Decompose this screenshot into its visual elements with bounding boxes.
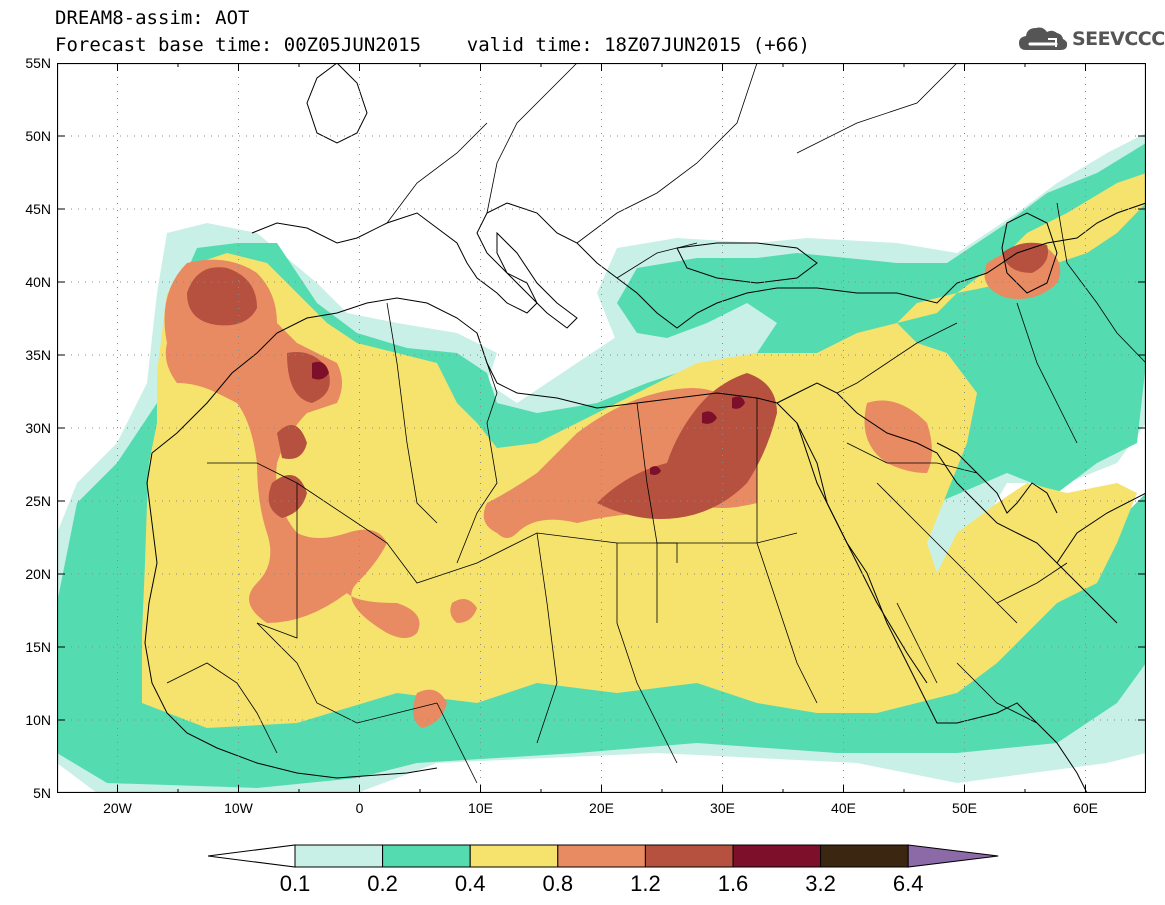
- aot-map: [57, 63, 1146, 793]
- colorbar-label: 3.2: [805, 871, 836, 895]
- longitude-label: 10E: [468, 800, 493, 816]
- border: [386, 302, 438, 524]
- latitude-label: 5N: [33, 785, 51, 801]
- longitude-label: 20W: [103, 800, 133, 816]
- aot-band-1.2: [597, 373, 777, 519]
- longitude-label: 60E: [1073, 800, 1098, 816]
- latitude-label: 55N: [25, 55, 51, 71]
- longitude-label: 50E: [952, 800, 977, 816]
- border: [996, 562, 1068, 604]
- latitude-label: 35N: [25, 347, 51, 363]
- border: [956, 662, 1038, 724]
- arabia-coast: [776, 382, 1118, 624]
- border: [846, 442, 978, 474]
- africa-coast: [144, 452, 438, 779]
- colorbar-box: [469, 844, 559, 868]
- border: [436, 702, 478, 784]
- aot-band-1.2: [268, 475, 307, 518]
- aot-band-0.8: [413, 689, 447, 728]
- aot-band-1.2: [1002, 242, 1048, 273]
- latitude-label: 40N: [25, 274, 51, 290]
- border: [386, 122, 488, 224]
- border: [486, 63, 578, 214]
- red-sea-coast: [796, 422, 928, 684]
- latitude-label: 25N: [25, 493, 51, 509]
- colorbar-box: [820, 844, 909, 868]
- border: [756, 542, 818, 704]
- colorbar-label: 0.4: [455, 871, 486, 895]
- gulf-coast: [936, 442, 1058, 514]
- longitude-label: 10W: [224, 800, 254, 816]
- colorbar-label: 1.2: [630, 871, 661, 895]
- uk-coast: [306, 63, 368, 144]
- country-borders: [166, 63, 1146, 784]
- border: [616, 242, 698, 279]
- colorbar-label: 0.8: [543, 871, 574, 895]
- border: [1056, 202, 1146, 364]
- caspian-coast: [1001, 212, 1058, 294]
- border: [796, 63, 958, 154]
- africa-coast: [151, 297, 1088, 793]
- colorbar: 0.1 0.2 0.4 0.8 1.2 1.6 3.2 6.4: [207, 844, 999, 895]
- aot-band-0.8: [164, 259, 420, 638]
- forecast-times: Forecast base time: 00Z05JUN2015 valid t…: [55, 34, 810, 56]
- aot-band-1.6: [312, 361, 329, 380]
- aot-band-1.6: [732, 396, 745, 409]
- colorbar-label: 0.1: [280, 871, 311, 895]
- axis-ticks: [57, 63, 1146, 793]
- latitude-label: 30N: [25, 420, 51, 436]
- colorbar-label: 6.4: [893, 871, 924, 895]
- seevccc-logo: SEEVCCC: [1018, 22, 1165, 56]
- aot-band-1.6: [650, 466, 661, 475]
- longitude-label: 20E: [589, 800, 614, 816]
- latitude-label: 10N: [25, 712, 51, 728]
- border: [616, 543, 678, 764]
- colorbar-box: [382, 844, 471, 868]
- latitude-label: 50N: [25, 128, 51, 144]
- latitude-label: 15N: [25, 639, 51, 655]
- border: [536, 532, 558, 744]
- black-sea-coast: [676, 242, 818, 284]
- colorbar-box: [644, 844, 734, 868]
- border: [256, 622, 438, 724]
- aot-band-1.6: [702, 411, 717, 424]
- border: [576, 63, 758, 244]
- map-title: DREAM8-assim: AOT: [55, 7, 250, 29]
- graticule: [57, 63, 1146, 793]
- colorbar-label: 1.6: [718, 871, 749, 895]
- latitude-label: 45N: [25, 201, 51, 217]
- europe-coast: [251, 202, 1146, 329]
- longitude-label: 40E: [831, 800, 856, 816]
- latitude-label: 20N: [25, 566, 51, 582]
- longitude-labels: 20W 10W 0 10E 20E 30E 40E 50E 60E: [103, 800, 1098, 816]
- arabian-sea-coast: [1056, 492, 1146, 564]
- aot-band-0.8: [450, 599, 477, 623]
- border: [896, 602, 938, 684]
- border: [876, 482, 1018, 624]
- border: [456, 332, 498, 564]
- border: [166, 662, 278, 754]
- colorbar-box: [557, 844, 646, 868]
- coastlines: [144, 63, 1146, 793]
- latitude-labels: 55N 50N 45N 40N 35N 30N 25N 20N 15N 10N 5N: [25, 55, 51, 801]
- colorbar-label: 0.2: [367, 871, 398, 895]
- cloud-icon: [1019, 27, 1068, 50]
- border: [836, 322, 958, 394]
- longitude-label: 30E: [710, 800, 735, 816]
- colorbar-box: [732, 844, 822, 868]
- aot-band-1.2: [277, 425, 307, 459]
- colorbar-low-arrow: [207, 844, 296, 868]
- border: [1016, 302, 1078, 444]
- colorbar-box: [294, 844, 384, 868]
- border: [636, 402, 658, 623]
- longitude-label: 0: [356, 800, 364, 816]
- colorbar-high-arrow: [907, 844, 999, 868]
- italy-coast: [496, 231, 578, 329]
- logo-text: SEEVCCC: [1072, 28, 1165, 50]
